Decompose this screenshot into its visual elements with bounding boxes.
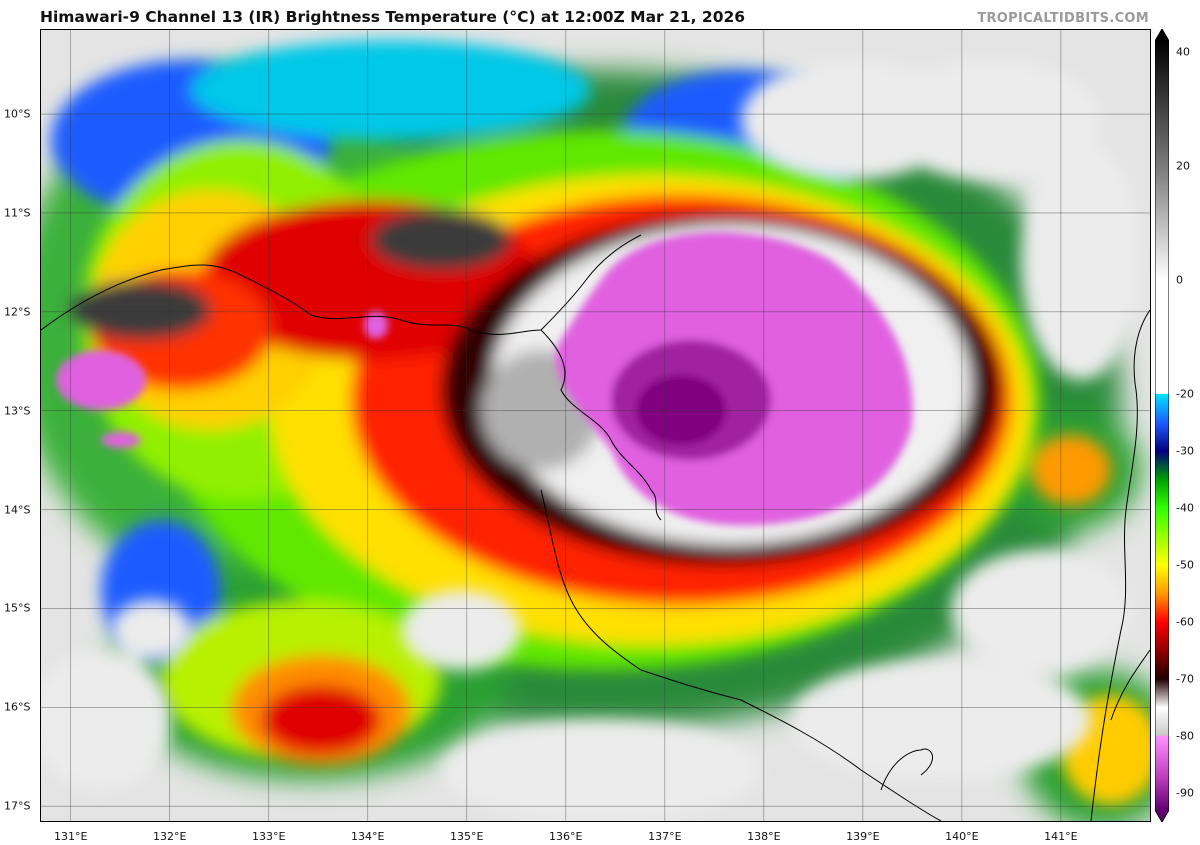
colorbar-label: 20 — [1176, 159, 1190, 173]
credit-watermark: TROPICALTIDBITS.COM — [977, 11, 1149, 26]
longitude-label: 139°E — [846, 830, 880, 843]
longitude-label: 134°E — [351, 830, 385, 843]
longitude-label: 132°E — [152, 830, 187, 843]
latitude-label: 14°S — [4, 503, 31, 517]
latitude-label: 17°S — [4, 799, 31, 813]
coastline — [41, 234, 1150, 821]
latitude-label: 15°S — [4, 601, 31, 615]
latitude-label: 16°S — [4, 700, 31, 714]
longitude-label: 133°E — [252, 830, 286, 843]
colorbar-label: -50 — [1176, 558, 1194, 572]
colorbar-label: 0 — [1176, 273, 1183, 287]
latitude-label: 13°S — [4, 404, 31, 418]
latitude-label: 11°S — [4, 206, 31, 220]
colorbar-label: -80 — [1176, 729, 1194, 743]
longitude-label: 137°E — [648, 830, 682, 843]
cloud-field — [41, 40, 1150, 821]
latitude-label: 12°S — [4, 305, 31, 319]
latitude-label: 10°S — [4, 107, 31, 121]
lat-lon-grid — [41, 30, 1150, 821]
colorbar-label: -90 — [1176, 786, 1194, 800]
colorbar-label: -40 — [1176, 501, 1194, 515]
longitude-label: 131°E — [53, 830, 88, 843]
colorbar-label: -20 — [1176, 387, 1194, 401]
longitude-label: 136°E — [549, 830, 583, 843]
colorbar — [1155, 29, 1169, 822]
longitude-label: 141°E — [1044, 830, 1078, 843]
satellite-map — [40, 29, 1151, 822]
map-title: Himawari-9 Channel 13 (IR) Brightness Te… — [40, 8, 746, 26]
longitude-label: 138°E — [747, 830, 781, 843]
colorbar-label: -30 — [1176, 444, 1194, 458]
longitude-label: 140°E — [945, 830, 979, 843]
colorbar-label: -60 — [1176, 615, 1194, 629]
colorbar-label: 40 — [1176, 45, 1190, 59]
colorbar-label: -70 — [1176, 672, 1194, 686]
longitude-label: 135°E — [450, 830, 484, 843]
